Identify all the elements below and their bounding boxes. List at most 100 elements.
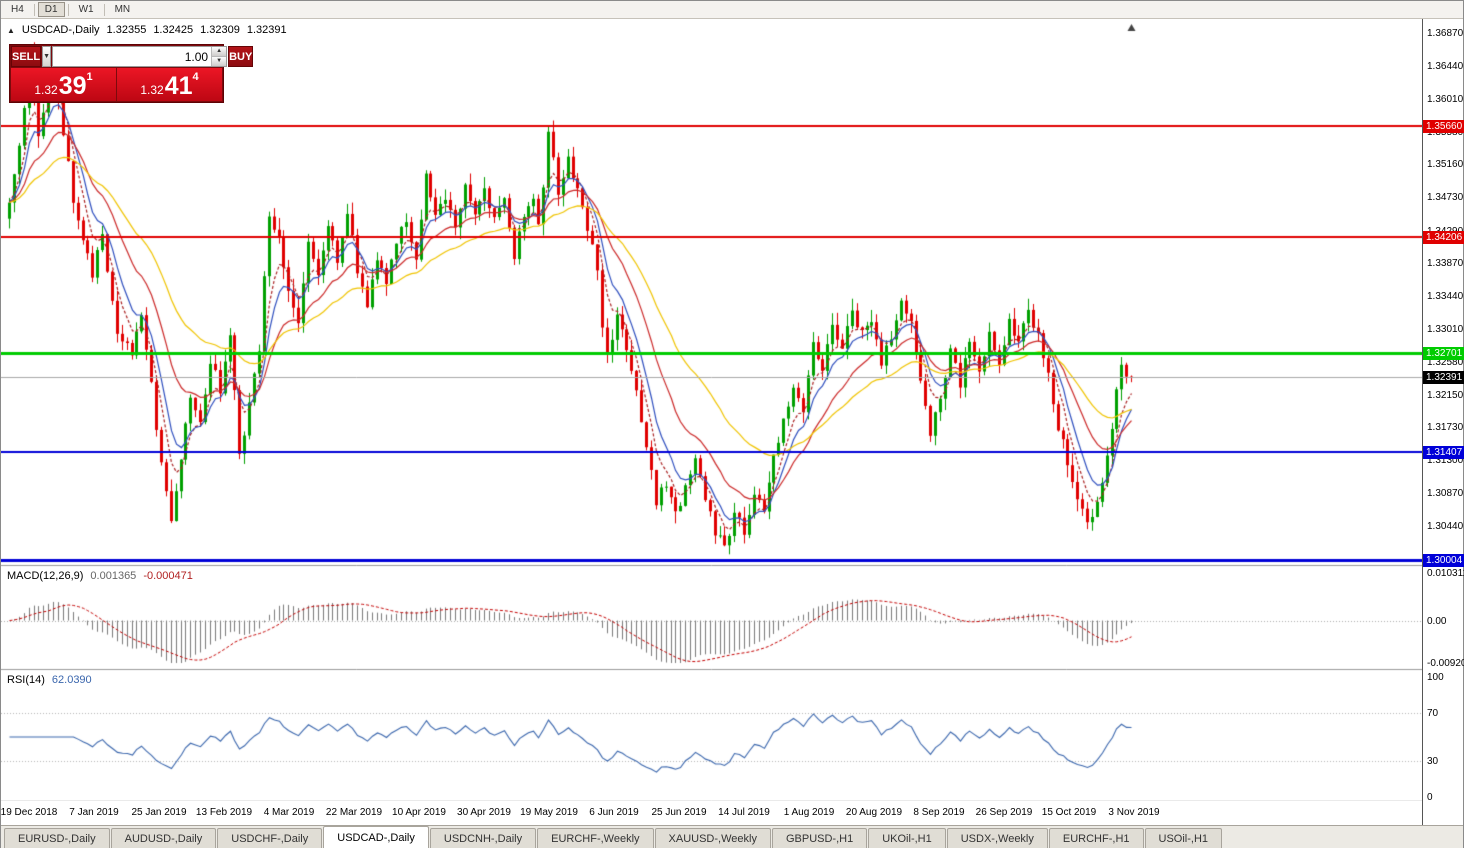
level-price-tag: 1.32701 — [1423, 346, 1464, 360]
spinner-down-icon[interactable]: ▼ — [212, 57, 227, 66]
macd-axis-label: -0.009203 — [1427, 658, 1464, 669]
chart-tab-eurchf-weekly[interactable]: EURCHF-,Weekly — [537, 828, 654, 848]
date-label: 3 Nov 2019 — [1108, 807, 1160, 818]
price-tick-label: 1.33440 — [1427, 291, 1464, 303]
chart-workspace: ▲ USDCAD-,Daily 1.32355 1.32425 1.32309 … — [1, 19, 1464, 825]
level-price-tag: 1.34206 — [1423, 231, 1464, 245]
level-price-tag: 1.35660 — [1423, 119, 1464, 133]
buy-price-pip: 4 — [192, 71, 199, 83]
chevron-down-icon: ▼ — [43, 53, 51, 60]
date-axis[interactable]: 19 Dec 2018 7 Jan 2019 25 Jan 2019 13 Feb 2… — [1, 801, 1422, 825]
sell-button[interactable]: SELL — [11, 46, 42, 67]
chart-tab-usdchf-daily[interactable]: USDCHF-,Daily — [217, 828, 323, 848]
sell-price-big-digits: 39 — [58, 72, 87, 100]
price-tick-label: 1.36010 — [1427, 93, 1464, 105]
date-label: 14 Jul 2019 — [718, 807, 770, 818]
macd-axis-label: 0.00 — [1427, 615, 1447, 627]
rsi-label: RSI(14) — [7, 674, 45, 686]
chart-tab-usdcad-daily[interactable]: USDCAD-,Daily — [323, 826, 429, 848]
timeframe-button-h4[interactable]: H4 — [11, 4, 24, 15]
price-tick-label: 1.34730 — [1427, 192, 1464, 204]
macd-signal-value: -0.000471 — [143, 570, 193, 582]
chart-marker-icon: ▲ — [7, 25, 15, 35]
ohlc-close: 1.32391 — [246, 24, 287, 36]
volume-spinner: ▲ ▼ — [211, 47, 227, 66]
macd-main-value: 0.001365 — [90, 570, 137, 582]
price-tick-label: 1.33010 — [1427, 324, 1464, 336]
macd-indicator-header: MACD(12,26,9) 0.001365 -0.000471 — [7, 570, 193, 582]
sell-price-display[interactable]: 1.32 39 1 — [11, 68, 116, 101]
spinner-up-icon[interactable]: ▲ — [212, 47, 227, 57]
price-tick-label: 1.31300 — [1427, 455, 1464, 467]
date-label: 13 Feb 2019 — [195, 807, 253, 818]
toolbar-separator — [103, 3, 105, 16]
level-price-tag: 1.30004 — [1423, 553, 1464, 567]
price-tick-label: 1.32580 — [1427, 357, 1464, 369]
chart-tab-usdcnh-daily[interactable]: USDCNH-,Daily — [429, 828, 537, 848]
toolbar-separator — [67, 3, 69, 16]
rsi-indicator-header: RSI(14) 62.0390 — [7, 674, 92, 686]
price-tick-label: 1.30440 — [1427, 521, 1464, 533]
macd-axis-label: 0.010311 — [1427, 568, 1464, 579]
timeframe-button-mn[interactable]: MN — [114, 4, 131, 15]
symbol-header: ▲ USDCAD-,Daily 1.32355 1.32425 1.32309 … — [7, 24, 287, 36]
price-tick-label: 1.35160 — [1427, 159, 1464, 171]
chart-tab-eurusd-daily[interactable]: EURUSD-,Daily — [4, 828, 110, 848]
date-label: 19 Dec 2018 — [0, 807, 58, 818]
symbol-name: USDCAD-,Daily — [21, 24, 100, 36]
volume-control: ▲ ▼ — [52, 46, 228, 67]
timeframe-button-d1[interactable]: D1 — [37, 2, 65, 17]
chart-tab-bar: EURUSD-,Daily AUDUSD-,Daily USDCHF-,Daily U… — [1, 825, 1463, 848]
rsi-axis-label: 70 — [1427, 708, 1439, 719]
level-price-tag: 1.31407 — [1423, 446, 1464, 460]
date-label: 19 May 2019 — [520, 807, 578, 818]
chart-tab-eurchf-h1[interactable]: EURCHF-,H1 — [1048, 828, 1144, 848]
price-tick-label: 1.31730 — [1427, 422, 1464, 434]
date-label: 4 Mar 2019 — [263, 807, 315, 818]
chart-tab-gbpusd-h1[interactable]: GBPUSD-,H1 — [771, 828, 868, 848]
current-price-tag: 1.32391 — [1423, 370, 1464, 384]
volume-input[interactable] — [53, 47, 212, 66]
sell-price-prefix: 1.32 — [34, 83, 58, 97]
price-tick-label: 1.36870 — [1427, 27, 1464, 39]
rsi-axis-label: 100 — [1427, 672, 1444, 683]
date-label: 1 Aug 2019 — [783, 807, 835, 818]
rsi-axis-label: 0 — [1427, 792, 1433, 803]
price-tick-label: 1.36440 — [1427, 60, 1464, 72]
buy-price-display[interactable]: 1.32 41 4 — [117, 68, 222, 101]
price-tick-label: 1.33870 — [1427, 258, 1464, 270]
ohlc-open: 1.32355 — [106, 24, 147, 36]
buy-price-big-digits: 41 — [164, 72, 193, 100]
chart-tab-audusd-daily[interactable]: AUDUSD-,Daily — [110, 828, 217, 848]
date-label: 25 Jan 2019 — [131, 807, 187, 818]
date-label: 10 Apr 2019 — [392, 807, 446, 818]
buy-button[interactable]: BUY — [228, 46, 254, 67]
date-label: 26 Sep 2019 — [975, 807, 1033, 818]
toolbar-separator — [33, 3, 35, 16]
date-label: 22 Mar 2019 — [325, 807, 383, 818]
chart-tab-xauusd-weekly[interactable]: XAUUSD-,Weekly — [654, 828, 771, 848]
buy-price-prefix: 1.32 — [140, 83, 164, 97]
date-label: 20 Aug 2019 — [845, 807, 903, 818]
chart-tab-ukoil-h1[interactable]: UKOil-,H1 — [868, 828, 946, 848]
ohlc-low: 1.32309 — [200, 24, 240, 36]
ohlc-high: 1.32425 — [153, 24, 194, 36]
date-label: 7 Jan 2019 — [69, 807, 119, 818]
volume-dropdown-button[interactable]: ▼ — [42, 46, 52, 67]
date-label: 6 Jun 2019 — [589, 807, 639, 818]
price-tick-label: 1.32150 — [1427, 390, 1464, 402]
date-label: 8 Sep 2019 — [913, 807, 965, 818]
date-label: 25 Jun 2019 — [651, 807, 707, 818]
one-click-trading-panel: SELL ▼ ▲ ▼ BUY 1.32 39 1 1.3 — [9, 44, 254, 103]
date-label: 30 Apr 2019 — [457, 807, 511, 818]
price-chart-canvas[interactable] — [1, 19, 1422, 825]
price-tick-label: 1.30870 — [1427, 488, 1464, 500]
chart-tab-usdx-weekly[interactable]: USDX-,Weekly — [946, 828, 1048, 848]
date-label: 15 Oct 2019 — [1041, 807, 1097, 818]
chart-tab-usoil-h1[interactable]: USOil-,H1 — [1144, 828, 1223, 848]
rsi-value: 62.0390 — [51, 674, 92, 686]
rsi-axis-label: 30 — [1427, 756, 1439, 767]
timeframe-button-w1[interactable]: W1 — [78, 4, 94, 15]
price-axis[interactable]: 1.368701.364401.360101.355801.351601.347… — [1422, 19, 1464, 825]
